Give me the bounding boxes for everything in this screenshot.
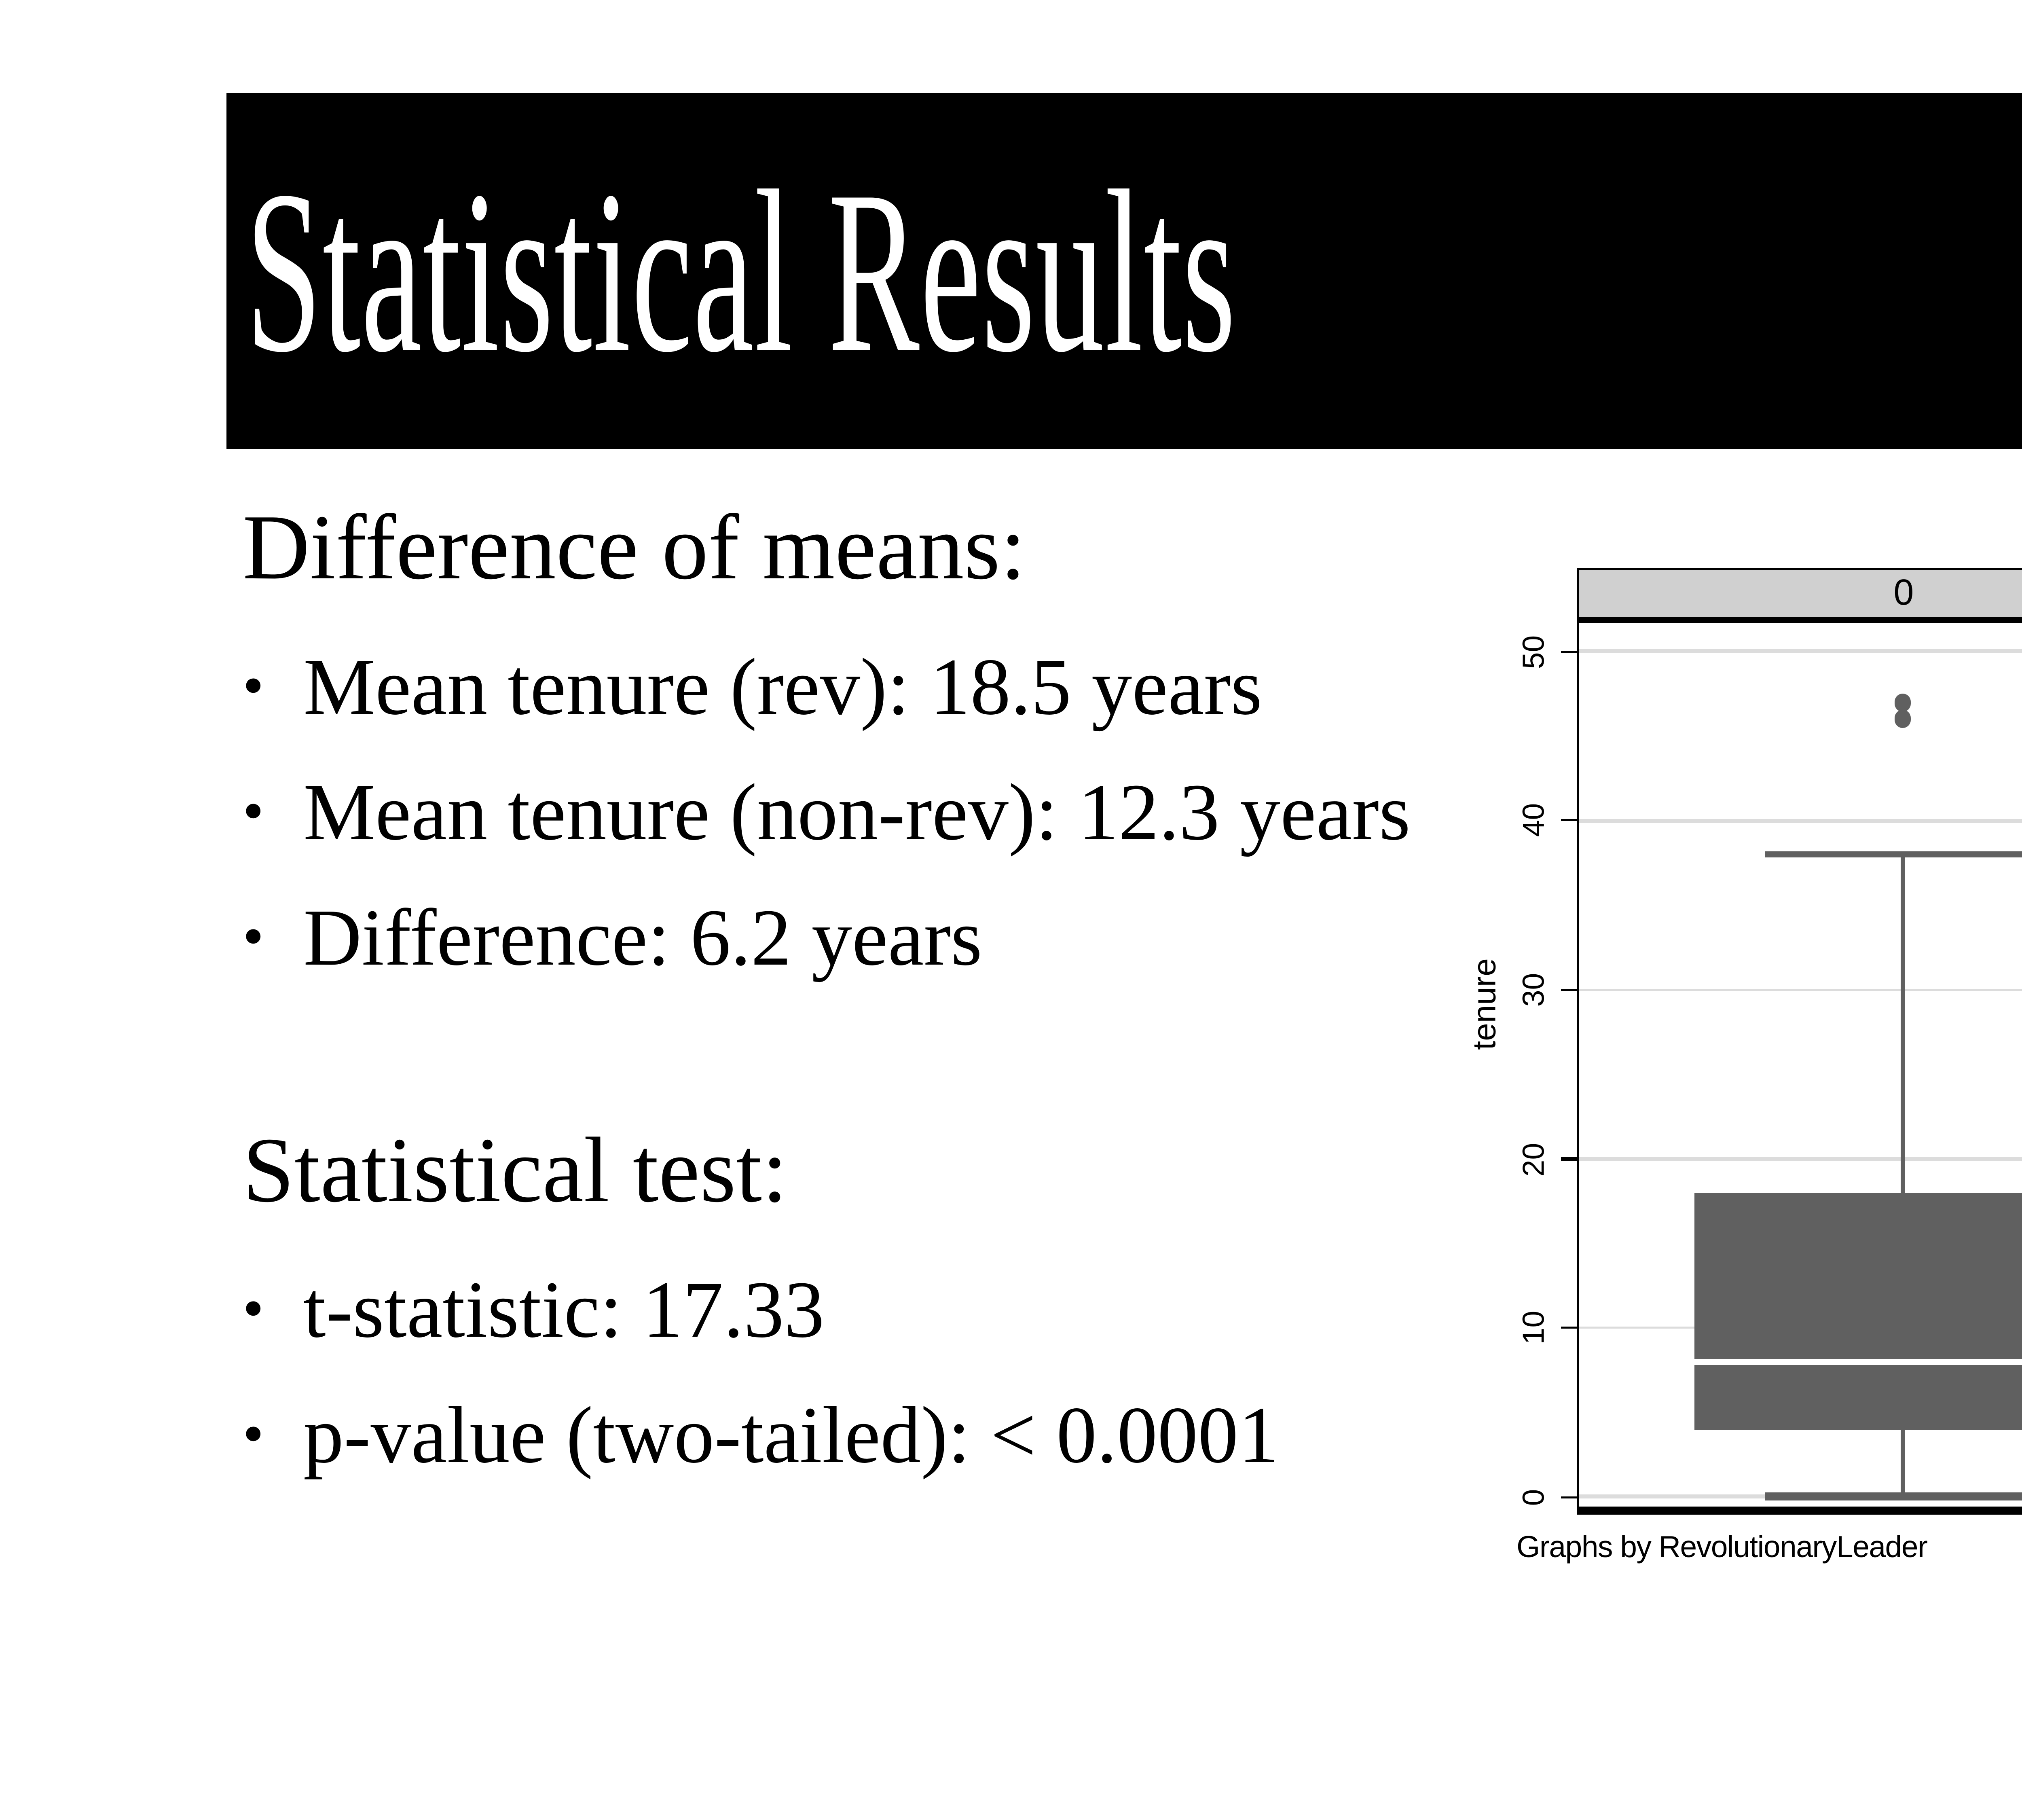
bullet-icon: • [243,653,264,720]
list-item: • t-statistic: 17.33 [243,1264,1496,1355]
section-heading-difference-of-means: Difference of means: [243,495,1026,599]
bullet-text-difference: Difference: 6.2 years [303,892,982,983]
gridline [1579,1157,2022,1160]
bullet-icon: • [243,904,264,971]
y-axis-title: tenure [1469,958,1504,1050]
bullet-icon: • [243,779,264,845]
bullet-text-mean-tenure-rev: Mean tenure (rev): 18.5 years [303,641,1263,732]
list-item: • Mean tenure (non-rev): 12.3 years [243,772,1496,853]
lower-whisker-cap [1766,1493,2022,1501]
y-tick-mark [1561,1326,1577,1329]
gridline [1579,650,2022,653]
iqr-box [1695,1192,2022,1429]
y-tick-mark [1561,819,1577,822]
list-item: • Mean tenure (rev): 18.5 years [243,641,1496,732]
y-tick-mark [1561,988,1577,991]
text-content: Difference of means: • Mean tenure (rev)… [243,495,1496,1476]
boxplot-panel-0 [1577,623,2022,1515]
y-tick-label: 30 [1517,973,1552,1007]
bullet-text-t-statistic: t-statistic: 17.33 [303,1264,825,1355]
lower-whisker-line [1901,1429,1904,1497]
y-tick-mark [1561,1495,1577,1498]
upper-whisker-line [1901,854,1904,1193]
gridline [1579,988,2022,991]
y-tick-label: 40 [1517,804,1552,838]
panel-header-0: 0 [1577,568,2022,623]
median-line [1695,1358,2022,1365]
bullet-text-mean-tenure-nonrev: Mean tenure (non-rev): 12.3 years [303,766,1411,857]
bullet-icon: • [243,1276,264,1343]
list-item: • p-value (two-tailed): < 0.0001 [243,1395,1496,1476]
y-tick-label: 10 [1517,1311,1552,1345]
outlier-dot [1894,694,1911,711]
y-tick-label: 50 [1517,635,1552,669]
y-tick-mark [1561,650,1577,653]
gridline [1579,819,2022,822]
panel-label-0: 0 [1893,572,1914,613]
outlier-dot [1894,710,1911,728]
bullet-icon: • [243,1401,264,1468]
slide-title: Statistical Results [245,142,1237,400]
bullet-text-p-value: p-value (two-tailed): < 0.0001 [303,1389,1279,1480]
list-item: • Difference: 6.2 years [243,892,1496,983]
section-heading-statistical-test: Statistical test: [243,1118,788,1221]
y-tick-mark [1561,1157,1577,1160]
y-tick-label: 20 [1517,1142,1552,1176]
chart-caption: Graphs by RevolutionaryLeader [1516,1531,1928,1565]
title-bar: Statistical Results [226,93,2022,449]
y-tick-label: 0 [1517,1488,1552,1505]
upper-whisker-cap [1766,851,2022,859]
